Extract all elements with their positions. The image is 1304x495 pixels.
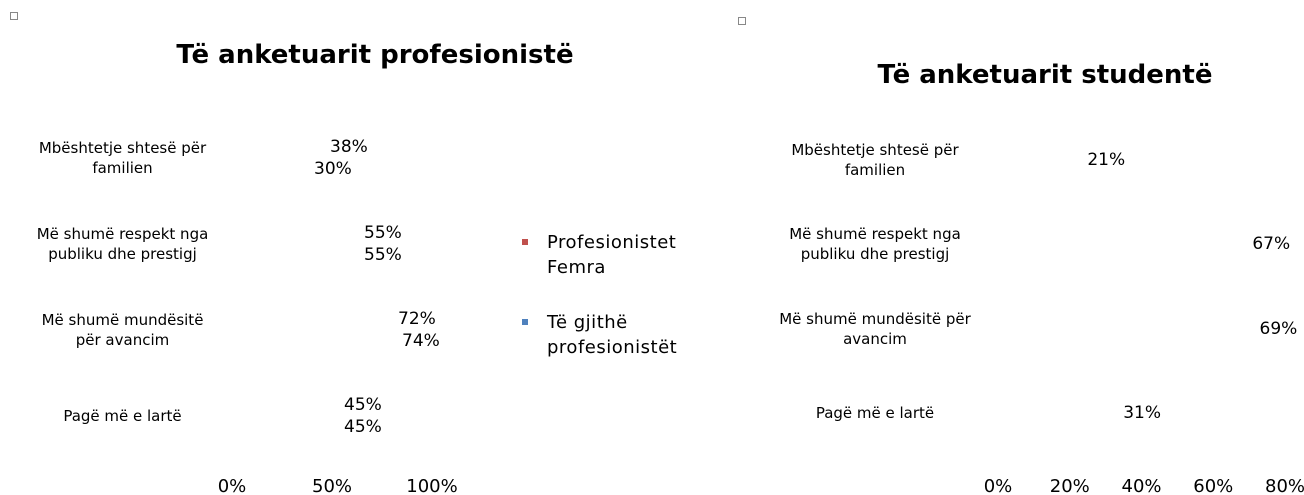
x-tick-label: 60%: [1193, 476, 1234, 495]
bar: [998, 236, 1238, 252]
category-label: Më shumë mundësitë për avancim: [779, 309, 971, 348]
bar: [232, 225, 342, 241]
bar: [998, 152, 1073, 168]
data-label: 30%: [314, 159, 352, 179]
data-label: 38%: [330, 137, 368, 157]
chart-title: Të anketuarit studentë: [877, 60, 1213, 90]
x-tick-label: 0%: [217, 476, 247, 495]
bar: [232, 333, 380, 349]
category-label: Pagë më e lartë: [63, 407, 182, 425]
legend-label: Të gjithë profesionistët: [547, 312, 678, 358]
placeholder-icon: [738, 17, 746, 25]
x-tick-label: 20%: [1049, 476, 1090, 495]
placeholder-icon: [10, 12, 18, 20]
data-label: 31%: [1123, 402, 1161, 423]
data-label: 45%: [344, 395, 382, 415]
legend-label: Profesionistet Femra: [547, 232, 677, 278]
bar: [232, 161, 292, 177]
legend-marker: [522, 319, 528, 325]
category-label: Mbështetje shtesë për familien: [791, 141, 959, 180]
x-tick-label: 40%: [1121, 476, 1162, 495]
data-label: 67%: [1252, 234, 1291, 255]
bar: [232, 139, 308, 155]
bar: [232, 311, 376, 327]
x-tick-label: 100%: [406, 476, 458, 495]
bar: [998, 405, 1109, 421]
data-label: 55%: [364, 223, 402, 243]
x-tick-label: 80%: [1264, 476, 1304, 495]
data-label: 21%: [1087, 150, 1126, 171]
data-label: 55%: [364, 245, 402, 265]
x-tick-label: 0%: [983, 476, 1013, 495]
bar: [232, 247, 342, 263]
category-label: Pagë më e lartë: [815, 403, 935, 422]
bar: [232, 397, 322, 413]
bar: [998, 321, 1246, 337]
data-label: 72%: [398, 309, 436, 329]
bar: [232, 419, 322, 435]
chart-title: Të anketuarit profesionistë: [176, 40, 574, 70]
legend-marker: [522, 239, 528, 245]
x-tick-label: 50%: [311, 476, 353, 495]
category-label: Më shumë respekt nga publiku dhe prestig…: [789, 225, 961, 264]
data-label: 69%: [1259, 318, 1298, 339]
data-label: 74%: [402, 331, 440, 351]
category-label: Më shumë mundësitë për avancim: [41, 311, 204, 349]
category-label: Mbështetje shtesë për familien: [38, 139, 207, 177]
data-label: 45%: [344, 417, 382, 437]
category-label: Më shumë respekt nga publiku dhe prestig…: [36, 225, 209, 263]
